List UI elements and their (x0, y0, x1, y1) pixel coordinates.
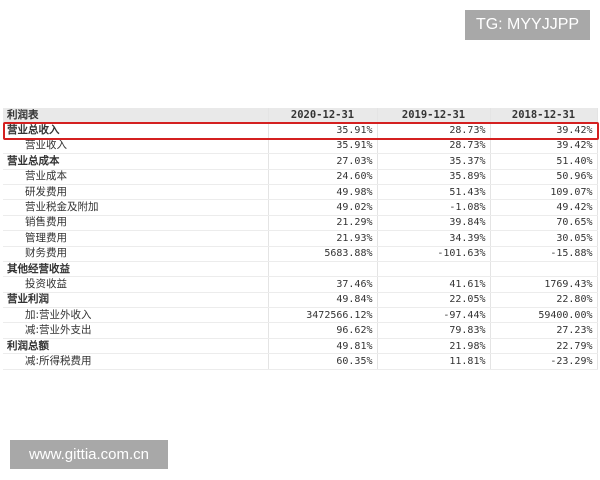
row-label: 研发费用 (3, 184, 269, 201)
row-label: 营业税金及附加 (3, 199, 269, 216)
row-value (377, 261, 491, 278)
table-row: 营业利润 49.84% 22.05% 22.80% (3, 292, 598, 309)
row-value: 5683.88% (268, 246, 378, 262)
row-value: 79.83% (377, 322, 491, 339)
table-row: 销售费用 21.29% 39.84% 70.65% (3, 215, 598, 232)
row-value: 27.03% (268, 153, 378, 170)
row-label: 利润总额 (3, 338, 269, 355)
row-value: 1769.43% (490, 276, 598, 293)
header-title: 利润表 (3, 108, 269, 124)
row-value: 49.02% (268, 199, 378, 216)
table-row: 营业成本 24.60% 35.89% 50.96% (3, 169, 598, 185)
row-value: 22.79% (490, 338, 598, 355)
table-row: 营业总收入 35.91% 28.73% 39.42% (3, 122, 598, 139)
row-value: 49.42% (490, 199, 598, 216)
row-value: 22.80% (490, 292, 598, 309)
row-value: 49.84% (268, 292, 378, 309)
row-label: 营业总成本 (3, 153, 269, 170)
row-label: 投资收益 (3, 276, 269, 293)
table-row: 加:营业外收入 3472566.12% -97.44% 59400.00% (3, 307, 598, 324)
header-2019: 2019-12-31 (377, 108, 491, 124)
row-value: 24.60% (268, 169, 378, 185)
row-value: 37.46% (268, 276, 378, 293)
row-label: 销售费用 (3, 215, 269, 232)
row-value: 35.91% (268, 138, 378, 155)
row-value: 28.73% (377, 138, 491, 155)
table-row: 营业收入 35.91% 28.73% 39.42% (3, 138, 598, 155)
row-value: -15.88% (490, 246, 598, 262)
row-value: -23.29% (490, 353, 598, 370)
row-label: 其他经营收益 (3, 261, 269, 278)
row-value: 21.29% (268, 215, 378, 232)
row-value (268, 261, 378, 278)
header-2020: 2020-12-31 (268, 108, 378, 124)
row-value: 39.42% (490, 122, 598, 139)
table-row: 财务费用 5683.88% -101.63% -15.88% (3, 246, 598, 262)
row-value: 28.73% (377, 122, 491, 139)
header-2018: 2018-12-31 (490, 108, 598, 124)
row-value: 35.37% (377, 153, 491, 170)
highlight-box (3, 122, 599, 140)
row-value: 22.05% (377, 292, 491, 309)
row-value: 34.39% (377, 230, 491, 247)
row-value: 109.07% (490, 184, 598, 201)
row-label: 加:营业外收入 (3, 307, 269, 324)
row-value: 11.81% (377, 353, 491, 370)
row-label: 营业总收入 (3, 122, 269, 139)
watermark-url: www.gittia.com.cn (10, 440, 168, 469)
table-header-row: 利润表 2020-12-31 2019-12-31 2018-12-31 (3, 108, 598, 124)
watermark-tg: TG: MYYJJPP (465, 10, 590, 40)
table-row: 减:营业外支出 96.62% 79.83% 27.23% (3, 322, 598, 339)
row-value: 41.61% (377, 276, 491, 293)
row-label: 减:营业外支出 (3, 322, 269, 339)
table-row: 研发费用 49.98% 51.43% 109.07% (3, 184, 598, 201)
table-row: 投资收益 37.46% 41.61% 1769.43% (3, 276, 598, 293)
row-value: -97.44% (377, 307, 491, 324)
row-value: 39.42% (490, 138, 598, 155)
row-value: 59400.00% (490, 307, 598, 324)
row-label: 营业利润 (3, 292, 269, 309)
table-row: 利润总额 49.81% 21.98% 22.79% (3, 338, 598, 355)
row-label: 财务费用 (3, 246, 269, 262)
income-statement-table: 利润表 2020-12-31 2019-12-31 2018-12-31 营业总… (3, 108, 598, 370)
row-value: 27.23% (490, 322, 598, 339)
row-value (490, 261, 598, 278)
row-label: 营业收入 (3, 138, 269, 155)
row-value: 51.40% (490, 153, 598, 170)
row-value: 30.05% (490, 230, 598, 247)
table-row: 营业总成本 27.03% 35.37% 51.40% (3, 153, 598, 170)
row-label: 管理费用 (3, 230, 269, 247)
row-value: 21.93% (268, 230, 378, 247)
table-row: 营业税金及附加 49.02% -1.08% 49.42% (3, 199, 598, 216)
table-row: 减:所得税费用 60.35% 11.81% -23.29% (3, 353, 598, 370)
row-value: -101.63% (377, 246, 491, 262)
row-value: 49.98% (268, 184, 378, 201)
row-value: 3472566.12% (268, 307, 378, 324)
row-value: 49.81% (268, 338, 378, 355)
row-value: -1.08% (377, 199, 491, 216)
row-value: 70.65% (490, 215, 598, 232)
row-value: 51.43% (377, 184, 491, 201)
row-value: 21.98% (377, 338, 491, 355)
row-value: 50.96% (490, 169, 598, 185)
row-label: 营业成本 (3, 169, 269, 185)
table-row: 管理费用 21.93% 34.39% 30.05% (3, 230, 598, 247)
row-value: 60.35% (268, 353, 378, 370)
row-value: 35.91% (268, 122, 378, 139)
row-value: 96.62% (268, 322, 378, 339)
row-value: 35.89% (377, 169, 491, 185)
row-value: 39.84% (377, 215, 491, 232)
table-row: 其他经营收益 (3, 261, 598, 278)
row-label: 减:所得税费用 (3, 353, 269, 370)
